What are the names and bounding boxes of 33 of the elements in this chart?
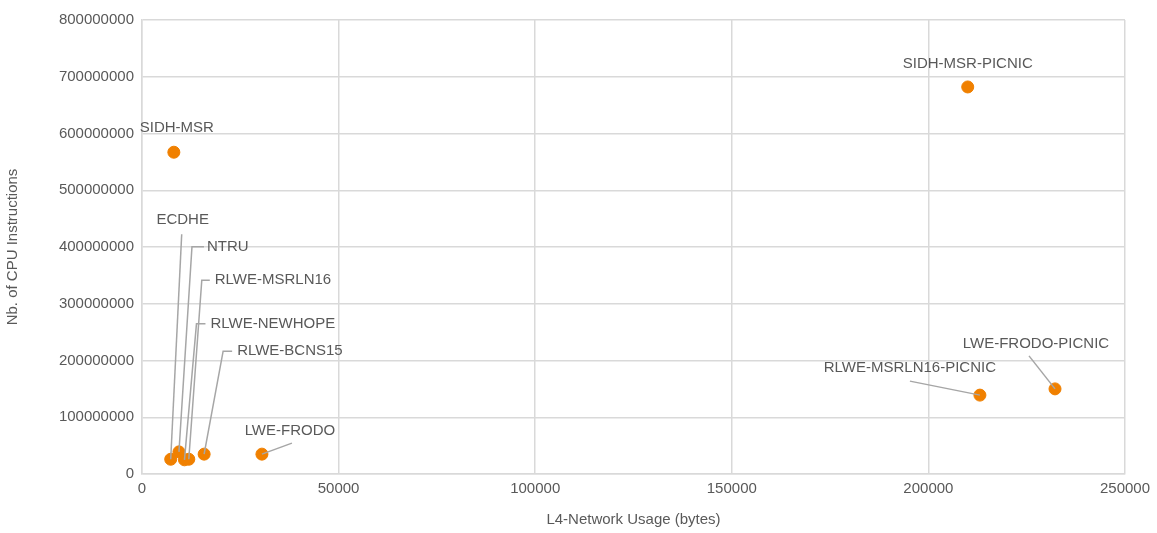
y-tick-label: 800000000 <box>58 10 134 28</box>
annotation: RLWE-BCNS15 <box>237 341 343 359</box>
annotation: SIDH-MSR <box>139 118 215 136</box>
y-tick-label: 200000000 <box>58 350 134 368</box>
y-tick-label: 100000000 <box>58 407 134 425</box>
point <box>167 145 181 159</box>
annotation: RLWE-MSRLN16 <box>214 270 332 288</box>
annotation: NTRU <box>206 237 249 255</box>
point <box>1048 382 1062 396</box>
y-axis-title: Nb. of CPU Instructions <box>3 168 21 326</box>
x-tick-label: 150000 <box>706 479 757 497</box>
annotation: LWE-FRODO-PICNIC <box>962 334 1110 352</box>
x-tick-label: 100000 <box>510 479 561 497</box>
y-tick-label: 500000000 <box>58 180 134 198</box>
y-tick-label: 400000000 <box>58 237 134 255</box>
x-axis-title: L4-Network Usage (bytes) <box>546 510 721 528</box>
point <box>973 388 987 402</box>
x-tick-label: 50000 <box>317 479 360 497</box>
annotation: SIDH-MSR-PICNIC <box>902 54 1033 72</box>
y-tick-label: 300000000 <box>58 293 134 311</box>
y-tick-label: 0 <box>125 464 134 482</box>
y-tick-label: 600000000 <box>58 123 134 141</box>
point <box>961 80 975 94</box>
annotation: LWE-FRODO <box>244 421 336 439</box>
x-tick-label: 250000 <box>1099 479 1151 497</box>
x-tick-label: 200000 <box>903 479 954 497</box>
annotation: RLWE-NEWHOPE <box>210 313 336 331</box>
annotation: ECDHE <box>156 210 209 228</box>
y-tick-label: 700000000 <box>58 66 134 84</box>
x-tick-label: 0 <box>137 479 147 497</box>
point <box>197 447 211 461</box>
point <box>255 447 269 461</box>
annotation: RLWE-MSRLN16-PICNIC <box>823 358 997 376</box>
